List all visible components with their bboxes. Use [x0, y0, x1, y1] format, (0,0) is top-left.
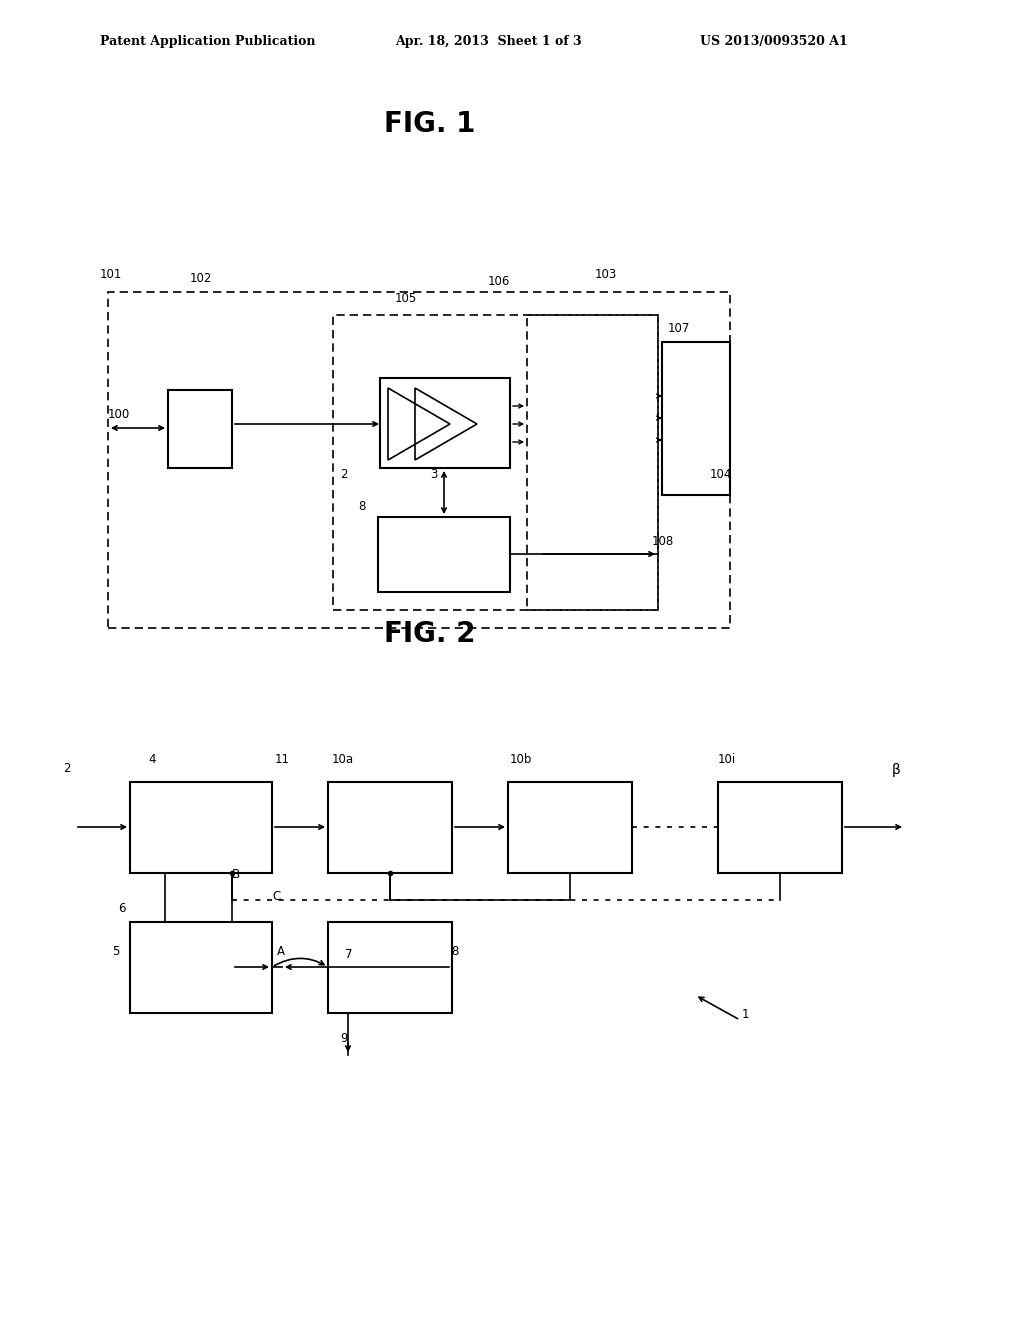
Text: 5: 5	[112, 945, 120, 958]
Bar	[378, 517, 510, 591]
Bar	[508, 781, 632, 873]
Bar	[333, 315, 658, 610]
Text: 8: 8	[358, 500, 366, 513]
Text: 10b: 10b	[510, 752, 532, 766]
Text: FIG. 1: FIG. 1	[384, 110, 476, 139]
Bar	[527, 315, 658, 610]
Text: US 2013/0093520 A1: US 2013/0093520 A1	[700, 36, 848, 48]
Bar	[380, 378, 510, 469]
Text: 10a: 10a	[332, 752, 354, 766]
Bar	[108, 292, 730, 628]
Text: Patent Application Publication: Patent Application Publication	[100, 36, 315, 48]
Text: 9: 9	[340, 1032, 347, 1045]
Text: 6: 6	[118, 902, 126, 915]
Text: β: β	[892, 763, 901, 777]
Bar	[130, 781, 272, 873]
Text: 2: 2	[340, 469, 347, 480]
Text: 2: 2	[63, 762, 71, 775]
Bar	[328, 781, 452, 873]
Bar	[662, 342, 730, 495]
Bar	[130, 921, 272, 1012]
Text: FIG. 2: FIG. 2	[384, 620, 476, 648]
Text: 4: 4	[148, 752, 156, 766]
Text: 104: 104	[710, 469, 732, 480]
Text: 102: 102	[190, 272, 212, 285]
Text: 10i: 10i	[718, 752, 736, 766]
Text: C: C	[272, 890, 281, 903]
Text: 100: 100	[108, 408, 130, 421]
Text: 105: 105	[395, 292, 417, 305]
Bar	[328, 921, 452, 1012]
Text: 7: 7	[345, 948, 352, 961]
Text: 108: 108	[652, 535, 674, 548]
Text: 106: 106	[488, 275, 510, 288]
Text: 103: 103	[595, 268, 617, 281]
Text: B: B	[232, 869, 240, 880]
Text: Apr. 18, 2013  Sheet 1 of 3: Apr. 18, 2013 Sheet 1 of 3	[395, 36, 582, 48]
Text: 101: 101	[100, 268, 123, 281]
Bar	[168, 389, 232, 469]
Text: 11: 11	[275, 752, 290, 766]
Text: 3: 3	[430, 469, 437, 480]
Bar	[718, 781, 842, 873]
Text: 1: 1	[742, 1008, 750, 1020]
Text: A: A	[278, 945, 285, 958]
Text: 8: 8	[451, 945, 459, 958]
Text: 107: 107	[668, 322, 690, 335]
